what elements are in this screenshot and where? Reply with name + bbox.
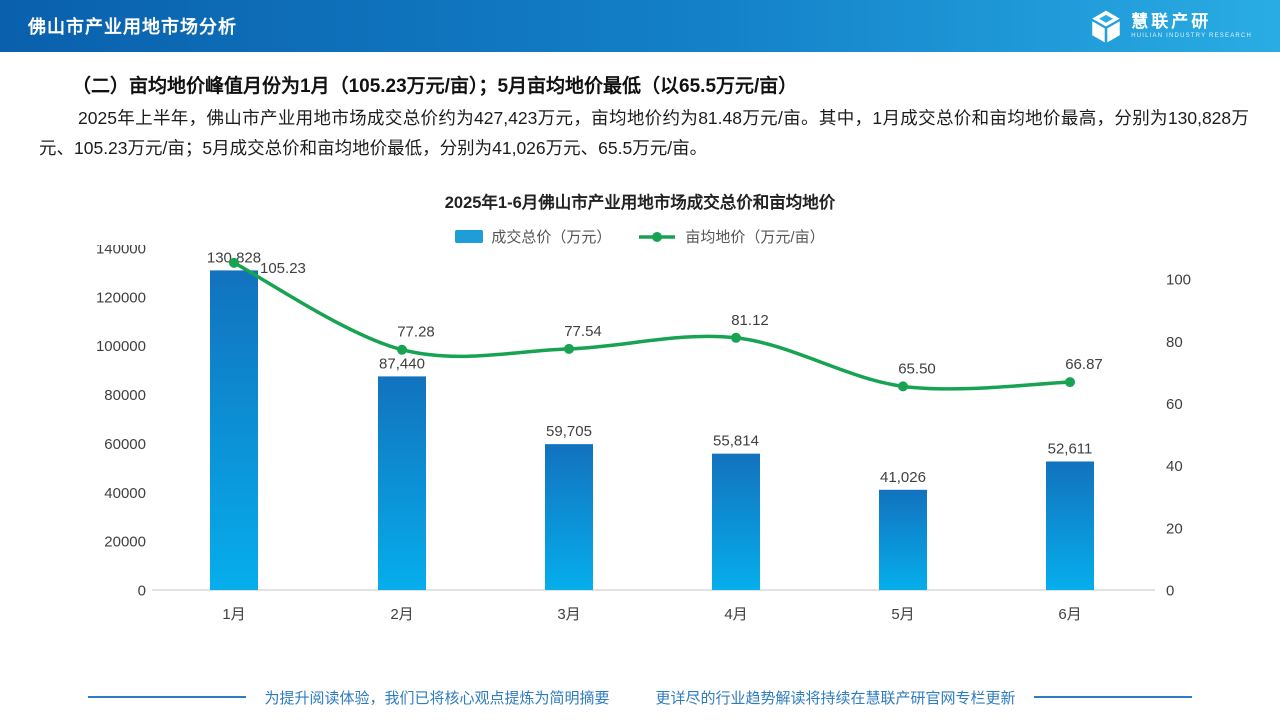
brand-logo: 慧联产研 HUILIAN INDUSTRY RESEARCH — [1088, 8, 1252, 44]
right-axis-tick: 40 — [1166, 458, 1183, 475]
x-axis-label: 5月 — [891, 606, 914, 623]
line-value-label: 65.50 — [898, 360, 936, 377]
legend-item-bar: 成交总价（万元） — [455, 226, 611, 247]
left-axis-tick: 80000 — [104, 387, 146, 404]
footer-note-1: 为提升阅读体验，我们已将核心观点提炼为简明摘要 — [264, 689, 610, 707]
line-data-point — [1065, 377, 1075, 388]
line-data-point — [397, 344, 407, 355]
bar-3月 — [545, 444, 593, 590]
right-axis-tick: 0 — [1166, 583, 1174, 600]
footer-divider-right — [1033, 696, 1192, 698]
bar-value-label: 55,814 — [713, 433, 759, 450]
legend-item-line: 亩均地价（万元/亩） — [637, 226, 825, 247]
logo-cube-icon — [1092, 10, 1120, 43]
bar-value-label: 41,026 — [880, 469, 926, 486]
combo-chart: 0 20000 40000 60000 80000 100000 120000 140000 0… — [96, 245, 1191, 623]
x-axis-label: 2月 — [390, 606, 413, 623]
bar-value-label: 87,440 — [379, 355, 425, 372]
line-data-point — [898, 381, 908, 392]
summary-paragraph: 2025年上半年，佛山市产业用地市场成交总价约为427,423万元，亩均地价约为… — [39, 108, 1249, 158]
left-axis-tick: 0 — [138, 583, 146, 600]
left-axis-tick: 140000 — [96, 245, 146, 258]
section-heading: （二）亩均地价峰值月份为1月（105.23万元/亩）；5月亩均地价最低（以65.… — [72, 76, 798, 97]
page-title: 佛山市产业用地市场分析 — [28, 17, 237, 37]
line-data-point — [731, 332, 741, 343]
logo-name: 慧联产研 — [1131, 12, 1212, 31]
bar-series-swatch-icon — [455, 230, 484, 243]
right-axis-tick: 20 — [1166, 520, 1183, 537]
left-axis-tick: 120000 — [96, 289, 146, 306]
bar-6月 — [1046, 461, 1094, 590]
line-value-label: 77.54 — [564, 323, 602, 340]
page-footer: 为提升阅读体验，我们已将核心观点提炼为简明摘要 更详尽的行业趋势解读将持续在慧联… — [0, 687, 1280, 707]
chart-legend: 成交总价（万元） 亩均地价（万元/亩） — [0, 226, 1280, 247]
legend-bar-label: 成交总价（万元） — [491, 229, 612, 246]
price-line — [232, 261, 1072, 391]
bar-5月 — [879, 489, 927, 590]
left-axis-tick: 20000 — [104, 534, 146, 551]
right-axis-tick: 60 — [1166, 396, 1183, 413]
chart-title: 2025年1-6月佛山市产业用地市场成交总价和亩均地价 — [444, 194, 836, 212]
right-axis-tick: 80 — [1166, 334, 1183, 351]
x-axis-label: 4月 — [724, 606, 747, 623]
left-axis-tick: 100000 — [96, 338, 146, 355]
line-series-marker-icon — [639, 231, 676, 242]
bar-value-label: 59,705 — [546, 423, 592, 440]
right-axis-tick: 100 — [1166, 272, 1191, 289]
logo-text: 慧联产研 HUILIAN INDUSTRY RESEARCH — [1131, 13, 1252, 39]
left-axis-tick: 60000 — [104, 436, 146, 453]
line-value-label: 66.87 — [1065, 356, 1103, 373]
bar-4月 — [712, 453, 760, 590]
bar-value-label: 52,611 — [1048, 440, 1093, 457]
footer-divider-left — [88, 696, 247, 698]
line-value-label: 105.23 — [260, 260, 306, 277]
app-header: 佛山市产业用地市场分析 慧联产研 HUILIAN INDUSTRY RESEAR… — [0, 0, 1280, 52]
x-axis-label: 1月 — [222, 606, 245, 623]
footer-note-2: 更详尽的行业趋势解读将持续在慧联产研官网专栏更新 — [655, 689, 1016, 707]
line-data-point — [564, 343, 574, 354]
logo-tagline: HUILIAN INDUSTRY RESEARCH — [1131, 33, 1252, 39]
bar-2月 — [378, 376, 426, 590]
line-value-label: 81.12 — [731, 312, 769, 329]
line-value-label: 77.28 — [397, 324, 435, 341]
line-data-point — [229, 257, 239, 268]
x-axis-label: 3月 — [557, 606, 580, 623]
x-axis-label: 6月 — [1058, 606, 1081, 623]
left-axis-tick: 40000 — [104, 485, 146, 502]
legend-line-label: 亩均地价（万元/亩） — [685, 229, 825, 246]
bar-1月 — [210, 270, 258, 590]
